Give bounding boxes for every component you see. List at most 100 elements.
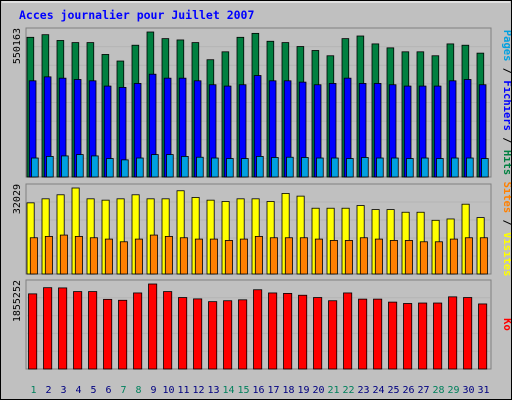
bar-sites-6 — [104, 238, 113, 275]
bar-sites-16 — [254, 236, 263, 275]
bar-ko-13 — [208, 301, 218, 370]
bar-sites-12 — [194, 238, 203, 275]
bar-ko-3 — [58, 287, 68, 370]
bar-ko-26 — [403, 303, 413, 370]
x-tick-label: 25 — [387, 385, 399, 396]
bar-sites-17 — [269, 237, 278, 275]
bar-sites-3 — [59, 234, 68, 275]
x-tick-label: 14 — [222, 385, 234, 396]
bar-ko-21 — [328, 300, 338, 370]
ymax-label: 1855252 — [12, 280, 23, 322]
ymax-label: 32029 — [12, 184, 23, 214]
x-tick-label: 8 — [135, 385, 141, 396]
bar-sites-26 — [404, 240, 413, 275]
bar-ko-11 — [178, 297, 188, 370]
x-tick-label: 12 — [192, 385, 204, 396]
x-tick-label: 11 — [177, 385, 189, 396]
bar-ko-28 — [433, 302, 443, 370]
side-label-part: / — [501, 61, 511, 80]
bar-ko-27 — [418, 302, 428, 370]
bar-ko-8 — [133, 292, 143, 370]
bar-ko-10 — [163, 291, 173, 370]
bar-pages-30 — [466, 157, 474, 178]
x-tick-label: 29 — [447, 385, 459, 396]
x-tick-label: 2 — [45, 385, 51, 396]
bar-pages-24 — [376, 157, 384, 178]
x-tick-label: 26 — [402, 385, 414, 396]
bar-pages-17 — [271, 157, 279, 178]
x-tick-label: 18 — [282, 385, 294, 396]
bar-pages-5 — [91, 155, 99, 178]
bar-pages-16 — [256, 156, 264, 178]
bar-pages-19 — [301, 157, 309, 178]
bar-ko-19 — [298, 294, 308, 370]
bar-pages-8 — [136, 157, 144, 178]
panel-hits-files-pages: 550163 Pages / Fichiers / Hits — [12, 27, 511, 178]
bar-pages-10 — [166, 154, 174, 178]
bar-sites-14 — [224, 240, 233, 275]
x-tick-label: 3 — [60, 385, 66, 396]
bar-ko-30 — [463, 297, 473, 370]
x-tick-label: 27 — [417, 385, 429, 396]
bar-sites-1 — [29, 237, 38, 275]
bar-ko-16 — [253, 289, 263, 370]
bar-pages-14 — [226, 158, 234, 178]
bar-pages-29 — [451, 157, 459, 178]
x-tick-label: 10 — [162, 385, 174, 396]
x-tick-label: 7 — [120, 385, 126, 396]
bar-ko-1 — [28, 293, 38, 370]
bar-pages-11 — [181, 156, 189, 178]
bar-pages-26 — [406, 158, 414, 178]
bar-pages-20 — [316, 157, 324, 178]
bar-pages-18 — [286, 156, 294, 178]
bar-ko-5 — [88, 291, 98, 370]
chart-title: Acces journalier pour Juillet 2007 — [19, 8, 254, 22]
bar-ko-31 — [478, 303, 488, 370]
x-tick-label: 5 — [90, 385, 96, 396]
bar-pages-28 — [436, 158, 444, 178]
bar-ko-2 — [43, 287, 53, 370]
side-label-kb: Ko — [501, 318, 511, 331]
bar-pages-22 — [346, 158, 354, 178]
side-label-part: Sites — [501, 182, 511, 214]
bar-sites-28 — [434, 241, 443, 275]
x-tick-label: 30 — [462, 385, 474, 396]
bar-sites-13 — [209, 238, 218, 275]
bar-sites-15 — [239, 238, 248, 275]
bar-sites-7 — [119, 241, 128, 275]
bar-sites-11 — [179, 237, 188, 275]
bar-sites-20 — [314, 238, 323, 275]
side-label-part: Fichiers — [501, 80, 511, 131]
bar-ko-6 — [103, 298, 113, 370]
x-tick-label: 22 — [342, 385, 354, 396]
bar-ko-29 — [448, 296, 458, 370]
x-tick-label: 23 — [357, 385, 369, 396]
bar-sites-23 — [359, 237, 368, 275]
bar-sites-25 — [389, 240, 398, 275]
x-tick-label: 6 — [105, 385, 111, 396]
bar-pages-7 — [121, 159, 129, 178]
bar-sites-10 — [164, 236, 173, 275]
bar-pages-27 — [421, 157, 429, 178]
x-tick-label: 21 — [327, 385, 339, 396]
x-tick-label: 9 — [150, 385, 156, 396]
bar-sites-4 — [74, 236, 83, 275]
bar-pages-25 — [391, 157, 399, 178]
x-tick-label: 1 — [30, 385, 36, 396]
bar-pages-13 — [211, 157, 219, 178]
side-label-part: / — [501, 131, 511, 150]
bar-ko-14 — [223, 300, 233, 370]
bar-ko-4 — [73, 291, 83, 370]
x-tick-label: 24 — [372, 385, 384, 396]
x-axis: 1 2 3 4 5 6 7 8 9 10 11 12 13 14 15 16 17 18 19 20 21 22 23 24 2… — [30, 385, 489, 396]
bar-sites-31 — [479, 237, 488, 275]
bar-sites-29 — [449, 238, 458, 275]
bar-ko-22 — [343, 292, 353, 370]
bar-ko-23 — [358, 298, 368, 370]
side-label-part: Ko — [501, 318, 511, 331]
x-tick-label: 13 — [207, 385, 219, 396]
bar-ko-24 — [373, 298, 383, 370]
x-tick-label: 19 — [297, 385, 309, 396]
